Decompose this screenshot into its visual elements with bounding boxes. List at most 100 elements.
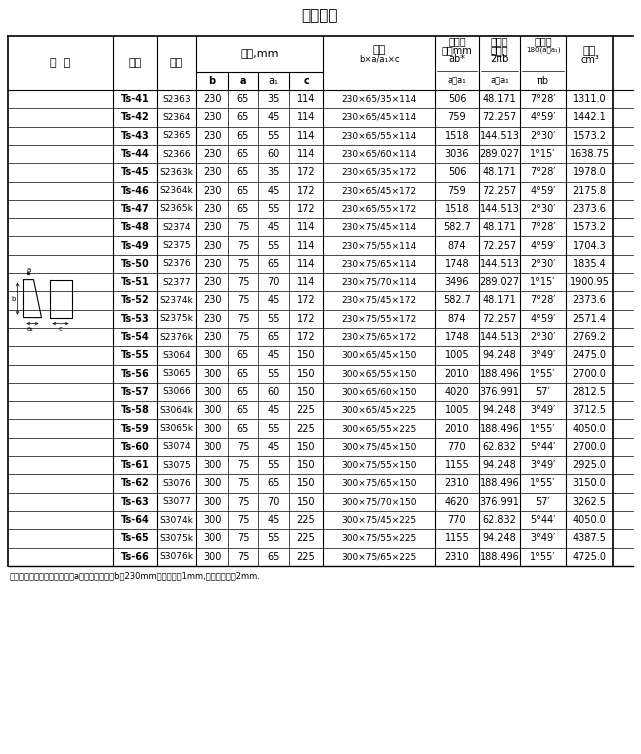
Text: b×a/a₁×c: b×a/a₁×c	[359, 54, 399, 63]
Text: a: a	[26, 267, 31, 273]
Text: 230×75/55×172: 230×75/55×172	[342, 314, 417, 323]
Text: Ts-58: Ts-58	[121, 405, 149, 415]
Text: 1573.2: 1573.2	[572, 222, 606, 232]
Text: 230: 230	[203, 149, 221, 159]
Text: 35: 35	[267, 167, 279, 177]
Text: S3074: S3074	[162, 443, 191, 452]
Text: 874: 874	[448, 241, 466, 250]
Text: b: b	[208, 76, 215, 86]
Text: cm³: cm³	[580, 55, 599, 65]
Text: 2°30′: 2°30′	[530, 204, 556, 214]
Text: 55: 55	[267, 424, 279, 434]
Text: 3°49′: 3°49′	[530, 533, 556, 544]
Text: 230×65/60×114: 230×65/60×114	[342, 149, 417, 158]
Text: 3°49′: 3°49′	[530, 460, 556, 470]
Text: 230×65/55×172: 230×65/55×172	[342, 204, 417, 213]
Text: 65: 65	[267, 332, 279, 342]
Text: 4°59′: 4°59′	[530, 314, 556, 323]
Text: S3075k: S3075k	[160, 534, 194, 543]
Text: a₁: a₁	[269, 76, 278, 86]
Text: 57′: 57′	[536, 497, 551, 507]
Text: Ts-60: Ts-60	[121, 442, 149, 452]
Text: 300×75/65×150: 300×75/65×150	[341, 479, 417, 488]
Text: 172: 172	[297, 296, 315, 305]
Text: 150: 150	[297, 442, 315, 452]
Text: S3065k: S3065k	[160, 424, 194, 433]
Text: 1900.95: 1900.95	[570, 277, 610, 287]
Text: 1638.75: 1638.75	[569, 149, 610, 159]
Text: Ts-46: Ts-46	[121, 185, 149, 195]
Text: 55: 55	[267, 533, 279, 544]
Text: S2374k: S2374k	[160, 296, 194, 305]
Text: 1748: 1748	[445, 332, 469, 342]
Text: S2366: S2366	[162, 149, 191, 158]
Text: 225: 225	[297, 405, 315, 415]
Text: 300×75/45×150: 300×75/45×150	[341, 443, 417, 452]
Text: S3076: S3076	[162, 479, 191, 488]
Text: 300×75/55×150: 300×75/55×150	[341, 461, 417, 470]
Text: 2700.0: 2700.0	[572, 442, 606, 452]
Text: 75: 75	[237, 515, 249, 525]
Text: 2925.0: 2925.0	[572, 460, 606, 470]
Text: 4°59′: 4°59′	[530, 241, 556, 250]
Text: 300×65/60×150: 300×65/60×150	[341, 388, 417, 397]
Text: 150: 150	[297, 369, 315, 379]
Text: 65: 65	[237, 185, 249, 195]
Text: 230×75/45×172: 230×75/45×172	[342, 296, 417, 305]
Text: 55: 55	[267, 314, 279, 323]
Text: 188.496: 188.496	[479, 424, 519, 434]
Text: Ts-48: Ts-48	[121, 222, 149, 232]
Text: 230×75/65×114: 230×75/65×114	[342, 259, 417, 268]
Text: 94.248: 94.248	[483, 460, 517, 470]
Text: 230: 230	[203, 112, 221, 122]
Text: 506: 506	[448, 94, 466, 104]
Text: 144.513: 144.513	[479, 130, 519, 141]
Text: Ts-49: Ts-49	[121, 241, 149, 250]
Text: S2374: S2374	[162, 222, 191, 231]
Text: 60: 60	[267, 149, 279, 159]
Text: 尺寸,mm: 尺寸,mm	[240, 49, 279, 59]
Text: 1518: 1518	[445, 204, 469, 214]
Text: 65: 65	[237, 204, 249, 214]
Text: 55: 55	[267, 130, 279, 141]
Text: b: b	[11, 296, 15, 302]
Text: 172: 172	[297, 167, 315, 177]
Text: 7°28′: 7°28′	[530, 167, 556, 177]
Text: 144.513: 144.513	[479, 204, 519, 214]
Text: 94.248: 94.248	[483, 351, 517, 360]
Text: 230: 230	[203, 222, 221, 232]
Text: 2373.6: 2373.6	[572, 296, 606, 305]
Text: 3150.0: 3150.0	[572, 479, 606, 489]
Text: 2010: 2010	[445, 369, 469, 379]
Text: 289.027: 289.027	[479, 149, 520, 159]
Text: 230: 230	[203, 314, 221, 323]
Text: 35: 35	[267, 94, 279, 104]
Text: 300×75/45×225: 300×75/45×225	[342, 516, 417, 525]
Text: 180(a－a₁): 180(a－a₁)	[526, 47, 560, 54]
Text: 759: 759	[447, 185, 466, 195]
Text: 300×65/45×225: 300×65/45×225	[342, 406, 417, 415]
Text: Ts-53: Ts-53	[121, 314, 149, 323]
Text: 75: 75	[237, 442, 249, 452]
Text: 7°28′: 7°28′	[530, 94, 556, 104]
Text: 4725.0: 4725.0	[572, 552, 606, 562]
Text: ＊弯曲外半径计算式分子中的a包括砖缝厚度，b为230mm长的砖考虑1mm,而其余砖考虑2mm.: ＊弯曲外半径计算式分子中的a包括砖缝厚度，b为230mm长的砖考虑1mm,而其余…	[10, 572, 261, 581]
Text: 2310: 2310	[445, 552, 469, 562]
Text: 7°28′: 7°28′	[530, 296, 556, 305]
Text: 300×75/55×225: 300×75/55×225	[342, 534, 417, 543]
Text: Ts-66: Ts-66	[121, 552, 149, 562]
Text: 半径mm: 半径mm	[442, 45, 472, 55]
Text: 2°30′: 2°30′	[530, 332, 556, 342]
Text: 230: 230	[203, 130, 221, 141]
Text: S2363k: S2363k	[160, 168, 194, 177]
Text: S2375: S2375	[162, 241, 191, 250]
Text: 150: 150	[297, 497, 315, 507]
Text: 75: 75	[237, 479, 249, 489]
Text: S3076k: S3076k	[160, 552, 194, 561]
Text: 225: 225	[297, 552, 315, 562]
Text: Ts-59: Ts-59	[121, 424, 149, 434]
Text: 300: 300	[203, 497, 221, 507]
Text: 55: 55	[267, 369, 279, 379]
Text: 5°44′: 5°44′	[530, 442, 556, 452]
Text: 2310: 2310	[445, 479, 469, 489]
